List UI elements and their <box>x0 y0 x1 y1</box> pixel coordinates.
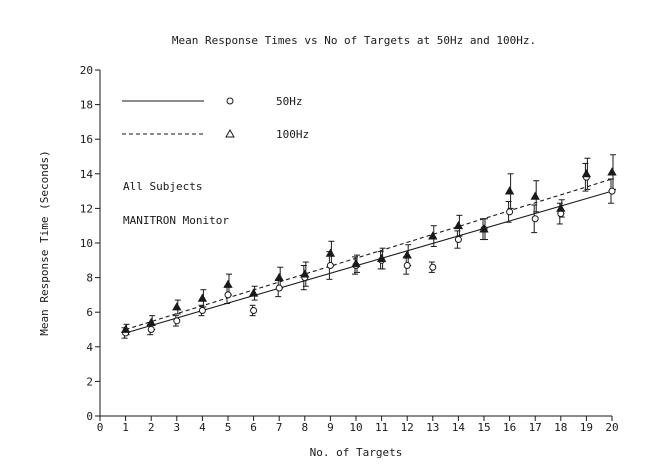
x-tick-label: 0 <box>97 421 104 434</box>
y-tick-label: 14 <box>80 168 94 181</box>
x-tick-label: 6 <box>250 421 257 434</box>
y-tick-label: 2 <box>86 375 93 388</box>
point-50hz <box>454 236 462 244</box>
point-50hz <box>250 306 258 314</box>
x-tick-label: 8 <box>301 421 308 434</box>
point-100hz <box>376 253 387 262</box>
legend-label-100hz: 100Hz <box>276 128 309 141</box>
point-100hz <box>556 203 566 212</box>
axis-ticks: 0 1 2 3 4 5 6 7 8 9 10 11 12 13 14 15 16 17 18 19 2002468101… <box>80 64 619 434</box>
plot-area: 0 1 2 3 4 5 6 7 8 9 10 11 12 13 14 15 16 17 18 19 2002468101… <box>80 64 619 434</box>
point-100hz <box>479 224 489 233</box>
point-100hz <box>248 288 259 297</box>
point-100hz <box>402 250 412 259</box>
y-tick-label: 12 <box>80 202 93 215</box>
x-tick-label: 10 <box>349 421 362 434</box>
point-100hz <box>453 220 464 230</box>
point-100hz <box>530 191 540 200</box>
x-tick-label: 9 <box>327 421 334 434</box>
data-markers <box>120 167 617 337</box>
point-50hz <box>403 261 411 269</box>
x-tick-label: 18 <box>554 421 567 434</box>
x-tick-label: 13 <box>426 421 439 434</box>
x-tick-label: 20 <box>605 421 618 434</box>
x-tick-label: 7 <box>276 421 283 434</box>
point-100hz <box>300 269 310 278</box>
legend-label-50hz: 50Hz <box>276 95 303 108</box>
y-tick-label: 16 <box>80 133 93 146</box>
point-50hz <box>275 284 283 292</box>
y-tick-label: 18 <box>80 99 93 112</box>
point-50hz <box>198 306 206 314</box>
y-tick-label: 10 <box>80 237 93 250</box>
point-50hz <box>608 187 616 195</box>
point-100hz <box>120 324 131 333</box>
point-50hz <box>429 263 437 271</box>
annotation-all-subjects: All Subjects <box>123 180 202 193</box>
y-tick-label: 4 <box>86 341 93 354</box>
point-100hz <box>351 258 361 268</box>
x-tick-label: 1 <box>122 421 129 434</box>
x-tick-label: 17 <box>529 421 542 434</box>
y-tick-label: 6 <box>86 306 93 319</box>
point-100hz <box>146 317 156 326</box>
x-tick-label: 15 <box>477 421 490 434</box>
legend-marker-50hz <box>226 97 234 105</box>
point-100hz <box>428 231 438 240</box>
x-tick-label: 16 <box>503 421 516 434</box>
point-50hz <box>147 326 155 333</box>
fit-line-50hz <box>125 190 613 334</box>
point-50hz <box>326 261 334 269</box>
y-tick-label: 20 <box>80 64 93 77</box>
x-tick-label: 12 <box>401 421 414 434</box>
x-tick-label: 5 <box>225 421 232 434</box>
annotation-monitor: MANITRON Monitor <box>123 214 229 227</box>
x-axis-label: No. of Targets <box>310 446 403 459</box>
legend: 50Hz 100Hz <box>122 95 309 141</box>
fit-lines <box>125 178 613 334</box>
point-100hz <box>607 167 617 176</box>
x-tick-label: 2 <box>148 421 155 434</box>
point-100hz <box>197 293 208 302</box>
y-tick-label: 8 <box>86 272 93 285</box>
point-50hz <box>173 317 181 325</box>
chart-title: Mean Response Times vs No of Targets at … <box>172 34 536 47</box>
x-tick-label: 11 <box>375 421 388 434</box>
x-tick-label: 19 <box>580 421 593 434</box>
y-tick-label: 0 <box>86 410 93 423</box>
fit-line-100hz <box>125 178 613 331</box>
legend-marker-100hz <box>225 128 235 138</box>
x-tick-label: 3 <box>173 421 180 434</box>
point-100hz <box>325 248 336 257</box>
x-tick-label: 14 <box>452 421 466 434</box>
point-100hz <box>504 186 515 195</box>
point-50hz <box>506 208 514 216</box>
y-axis-label: Mean Response Time (Seconds) <box>38 150 51 335</box>
point-50hz <box>531 215 539 223</box>
point-100hz <box>581 168 592 178</box>
point-100hz <box>172 302 182 311</box>
x-tick-label: 4 <box>199 421 206 434</box>
point-100hz <box>274 272 284 282</box>
point-50hz <box>224 291 232 299</box>
point-100hz <box>223 279 233 288</box>
